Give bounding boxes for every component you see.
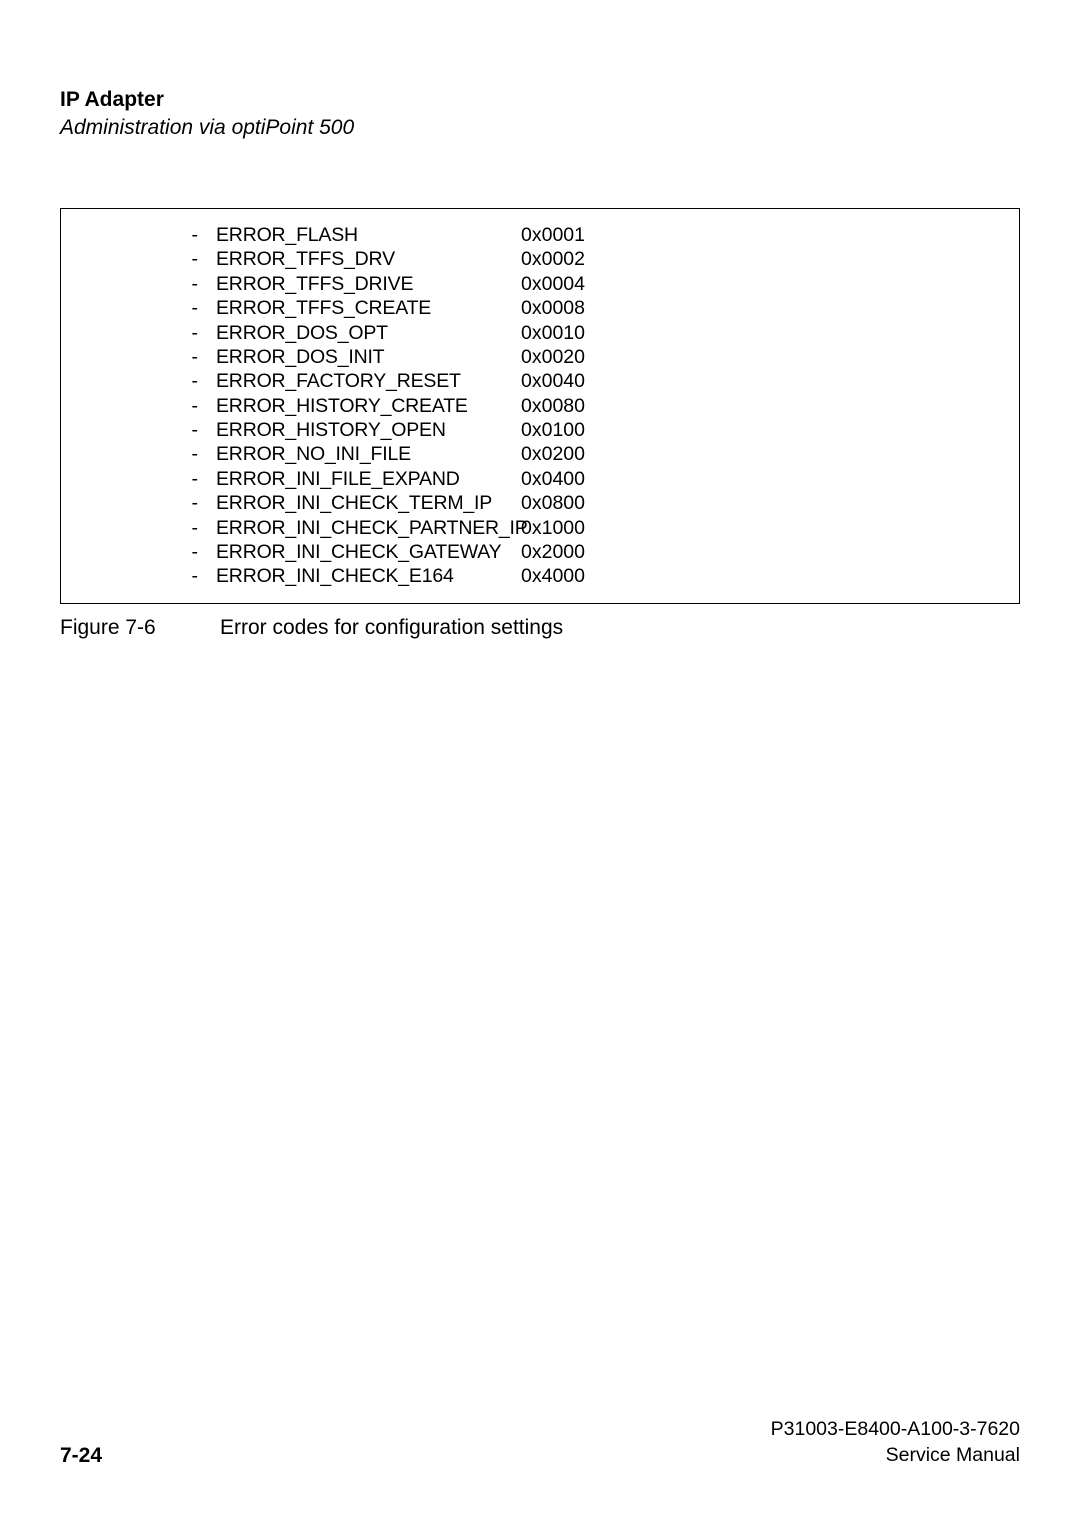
error-code: 0x0004	[521, 272, 585, 296]
error-code: 0x0002	[521, 247, 585, 271]
error-name: ERROR_DOS_INIT	[216, 345, 521, 369]
error-code: 0x0800	[521, 491, 585, 515]
bullet-dash: -	[61, 467, 216, 491]
bullet-dash: -	[61, 491, 216, 515]
error-row: - ERROR_DOS_INIT 0x0020	[61, 345, 1019, 369]
bullet-dash: -	[61, 345, 216, 369]
error-name: ERROR_FACTORY_RESET	[216, 369, 521, 393]
bullet-dash: -	[61, 394, 216, 418]
error-code: 0x0020	[521, 345, 585, 369]
error-name: ERROR_FLASH	[216, 223, 521, 247]
error-code: 0x0100	[521, 418, 585, 442]
error-row: - ERROR_HISTORY_CREATE 0x0080	[61, 394, 1019, 418]
error-code: 0x1000	[521, 516, 585, 540]
error-row: - ERROR_HISTORY_OPEN 0x0100	[61, 418, 1019, 442]
header-subtitle: Administration via optiPoint 500	[60, 116, 1020, 140]
error-name: ERROR_NO_INI_FILE	[216, 442, 521, 466]
error-row: - ERROR_INI_CHECK_PARTNER_IP 0x1000	[61, 516, 1019, 540]
error-name: ERROR_DOS_OPT	[216, 321, 521, 345]
bullet-dash: -	[61, 418, 216, 442]
error-name: ERROR_INI_CHECK_E164	[216, 564, 521, 588]
error-row: - ERROR_INI_CHECK_TERM_IP 0x0800	[61, 491, 1019, 515]
error-row: - ERROR_INI_FILE_EXPAND 0x0400	[61, 467, 1019, 491]
error-name: ERROR_HISTORY_CREATE	[216, 394, 521, 418]
error-row: - ERROR_INI_CHECK_GATEWAY 0x2000	[61, 540, 1019, 564]
error-codes-box: - ERROR_FLASH 0x0001 - ERROR_TFFS_DRV 0x…	[60, 208, 1020, 604]
error-row: - ERROR_FACTORY_RESET 0x0040	[61, 369, 1019, 393]
error-name: ERROR_INI_FILE_EXPAND	[216, 467, 521, 491]
bullet-dash: -	[61, 223, 216, 247]
error-row: - ERROR_DOS_OPT 0x0010	[61, 321, 1019, 345]
error-row: - ERROR_TFFS_DRIVE 0x0004	[61, 272, 1019, 296]
error-row: - ERROR_NO_INI_FILE 0x0200	[61, 442, 1019, 466]
page-footer: 7-24 P31003-E8400-A100-3-7620 Service Ma…	[60, 1417, 1020, 1468]
bullet-dash: -	[61, 564, 216, 588]
error-name: ERROR_TFFS_DRIVE	[216, 272, 521, 296]
footer-right: P31003-E8400-A100-3-7620 Service Manual	[771, 1417, 1020, 1468]
error-code: 0x0200	[521, 442, 585, 466]
error-name: ERROR_HISTORY_OPEN	[216, 418, 521, 442]
figure-text: Error codes for configuration settings	[220, 616, 563, 640]
document-page: IP Adapter Administration via optiPoint …	[0, 0, 1080, 1528]
page-header: IP Adapter Administration via optiPoint …	[60, 88, 1020, 140]
error-code: 0x0010	[521, 321, 585, 345]
document-number: P31003-E8400-A100-3-7620	[771, 1417, 1020, 1442]
error-code: 0x0008	[521, 296, 585, 320]
error-code: 0x0080	[521, 394, 585, 418]
error-name: ERROR_TFFS_CREATE	[216, 296, 521, 320]
bullet-dash: -	[61, 296, 216, 320]
bullet-dash: -	[61, 442, 216, 466]
error-row: - ERROR_TFFS_CREATE 0x0008	[61, 296, 1019, 320]
error-code: 0x2000	[521, 540, 585, 564]
error-name: ERROR_INI_CHECK_GATEWAY	[216, 540, 521, 564]
bullet-dash: -	[61, 516, 216, 540]
bullet-dash: -	[61, 321, 216, 345]
figure-caption: Figure 7-6 Error codes for configuration…	[60, 616, 1020, 640]
error-code: 0x0040	[521, 369, 585, 393]
error-code: 0x4000	[521, 564, 585, 588]
header-title: IP Adapter	[60, 88, 1020, 112]
bullet-dash: -	[61, 247, 216, 271]
error-row: - ERROR_INI_CHECK_E164 0x4000	[61, 564, 1019, 588]
error-row: - ERROR_FLASH 0x0001	[61, 223, 1019, 247]
bullet-dash: -	[61, 369, 216, 393]
figure-label: Figure 7-6	[60, 616, 220, 640]
bullet-dash: -	[61, 540, 216, 564]
error-row: - ERROR_TFFS_DRV 0x0002	[61, 247, 1019, 271]
bullet-dash: -	[61, 272, 216, 296]
error-code: 0x0400	[521, 467, 585, 491]
page-number: 7-24	[60, 1444, 102, 1468]
error-code: 0x0001	[521, 223, 585, 247]
error-name: ERROR_TFFS_DRV	[216, 247, 521, 271]
error-name: ERROR_INI_CHECK_TERM_IP	[216, 491, 521, 515]
error-name: ERROR_INI_CHECK_PARTNER_IP	[216, 516, 521, 540]
document-type: Service Manual	[771, 1443, 1020, 1468]
